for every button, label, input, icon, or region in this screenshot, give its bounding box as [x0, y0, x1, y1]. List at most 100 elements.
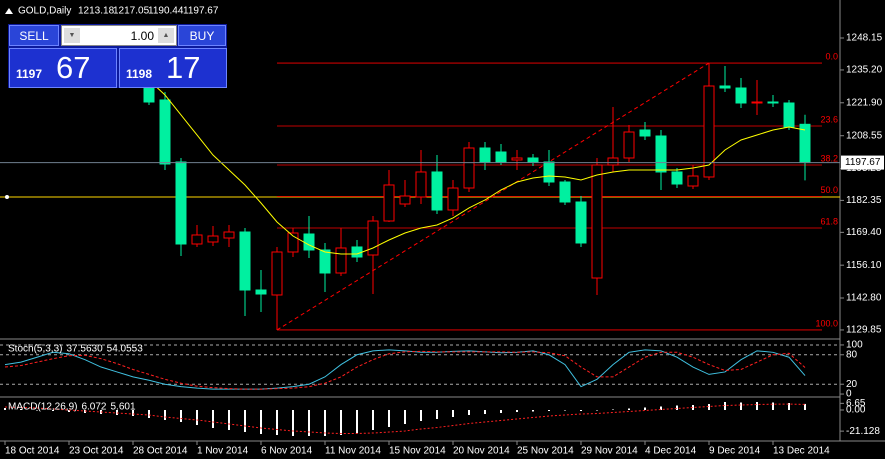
candle-body [751, 101, 763, 104]
y-tick-label: 0.00 [846, 405, 866, 416]
macd-bar [548, 410, 550, 411]
moving-average [148, 79, 806, 255]
candle-body [287, 232, 299, 253]
sell-button[interactable]: SELL [9, 25, 59, 46]
candle-body [639, 129, 651, 137]
macd-bar [244, 410, 246, 432]
y-tick-label: 1129.85 [846, 325, 882, 336]
macd-bar [212, 410, 214, 428]
panel-title: Stoch(5,3,3) [8, 344, 62, 355]
macd-bar [372, 410, 374, 430]
candle-body [191, 234, 203, 245]
fibo-label: 38.2 [820, 153, 838, 163]
macd-bar [420, 410, 422, 421]
candle-body [159, 99, 171, 165]
y-tick-label: 100 [846, 340, 863, 351]
candle-body [367, 220, 379, 256]
panel-value: 54.0553 [107, 344, 144, 355]
buy-price[interactable]: 1198 17 [119, 48, 227, 88]
x-tick-label: 29 Nov 2014 [581, 446, 638, 457]
lot-input[interactable]: ▼ 1.00 ▲ [61, 25, 177, 46]
x-tick-label: 15 Nov 2014 [389, 446, 446, 457]
y-tick-label: 1142.80 [846, 293, 882, 304]
candle-body [383, 184, 395, 222]
macd-bar [52, 410, 54, 411]
candle-body [687, 175, 699, 187]
fibo-label: 61.8 [820, 216, 838, 226]
candle-body [447, 187, 459, 211]
macd-bar [196, 410, 198, 425]
x-tick-label: 1 Nov 2014 [197, 446, 249, 457]
lot-up[interactable]: ▲ [158, 28, 174, 43]
candle-body [495, 151, 507, 163]
macd-bar [180, 410, 182, 422]
candle-body [303, 233, 315, 251]
candle-body [799, 123, 811, 164]
x-tick-label: 4 Dec 2014 [645, 446, 697, 457]
ohlc-low: 1190.44 [148, 6, 184, 17]
candle-body [463, 147, 475, 189]
fibo-label: 100.0 [815, 318, 838, 328]
fibo-label: 0.0 [825, 51, 838, 61]
macd-bar [676, 405, 678, 410]
x-tick-label: 11 Nov 2014 [325, 446, 381, 457]
bid-label-box [841, 155, 884, 170]
macd-bar [500, 410, 502, 413]
lot-down[interactable]: ▼ [64, 28, 80, 43]
macd-bar [292, 410, 294, 436]
macd-bar [516, 410, 518, 412]
candle-body [431, 171, 443, 211]
candle-body [415, 171, 427, 198]
macd-bar [532, 410, 534, 412]
candle-body [735, 87, 747, 104]
x-tick-label: 13 Dec 2014 [773, 446, 830, 457]
panel-title: MACD(12,26,9) [8, 402, 77, 413]
macd-bar [436, 410, 438, 419]
x-tick-label: 23 Oct 2014 [69, 446, 124, 457]
macd-bar [404, 410, 406, 424]
ohlc-open: 1213.18 [78, 6, 115, 17]
panel-value: 6.072 [81, 402, 106, 413]
macd-bar [68, 410, 70, 412]
macd-bar [308, 410, 310, 436]
candle-body [255, 289, 267, 295]
macd-bar [20, 409, 22, 410]
panel-value: 5.601 [111, 402, 136, 413]
candle-body [703, 85, 715, 178]
candle-body [575, 201, 587, 244]
candle-body [623, 131, 635, 159]
macd-bar [724, 402, 726, 410]
candle-body [207, 235, 219, 243]
macd-bar [772, 402, 774, 410]
candle-body [655, 135, 667, 173]
ohlc-close: 1197.67 [183, 6, 219, 17]
macd-bar [628, 408, 630, 410]
collapse-icon[interactable] [5, 8, 13, 14]
y-tick-label: 1182.35 [846, 195, 882, 206]
buy-price-main: 1198 [126, 67, 153, 81]
panel-value: 37.5630 [66, 344, 103, 355]
lot-value: 1.00 [130, 29, 154, 43]
macd-bar [452, 410, 454, 417]
candle-body [479, 147, 491, 163]
stoch-line [4, 350, 806, 390]
one-click-trading: SELL ▼ 1.00 ▲ BUY 1197 67 1198 17 [8, 24, 227, 88]
y-tick-label: -21.128 [846, 426, 880, 437]
y-tick-label: 6.65 [846, 398, 866, 409]
sell-price[interactable]: 1197 67 [9, 48, 117, 88]
macd-bar [356, 410, 358, 433]
y-tick-label: 80 [846, 349, 858, 360]
y-tick-label: 1156.10 [846, 260, 882, 271]
macd-bar [260, 410, 262, 434]
candle-body [527, 157, 539, 163]
macd-bar [804, 403, 806, 410]
macd-bar [788, 403, 790, 410]
candle-body [319, 249, 331, 274]
x-tick-label: 9 Dec 2014 [709, 446, 761, 457]
buy-button[interactable]: BUY [178, 25, 226, 46]
candle-body [271, 251, 283, 296]
line-handle [5, 194, 9, 199]
macd-bar [324, 410, 326, 436]
macd-bar [756, 402, 758, 410]
buy-price-pips: 17 [166, 50, 201, 85]
